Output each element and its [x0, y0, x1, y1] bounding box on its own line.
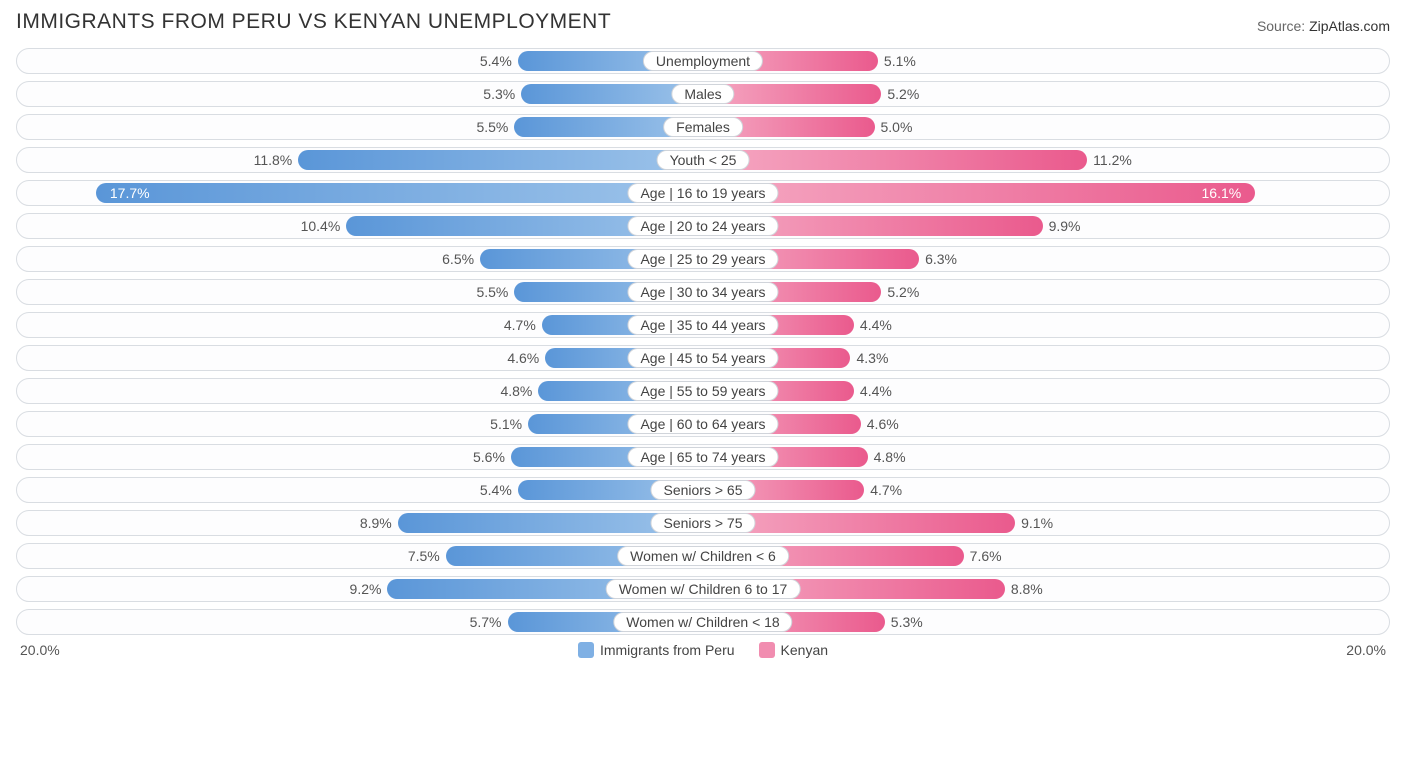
value-right: 4.4% — [860, 317, 892, 333]
category-label: Seniors > 65 — [651, 480, 756, 500]
value-left: 5.6% — [473, 449, 505, 465]
chart-row: 5.6% 4.8% Age | 65 to 74 years — [16, 444, 1390, 470]
value-right: 4.7% — [870, 482, 902, 498]
chart-source: Source: ZipAtlas.com — [1257, 18, 1390, 34]
legend-item-left: Immigrants from Peru — [578, 642, 735, 658]
value-right: 16.1% — [1194, 185, 1250, 201]
category-label: Age | 16 to 19 years — [627, 183, 778, 203]
value-right: 6.3% — [925, 251, 957, 267]
value-right: 9.9% — [1049, 218, 1081, 234]
axis-right-max: 20.0% — [1346, 642, 1386, 658]
legend-label-right: Kenyan — [781, 642, 828, 658]
chart-row: 7.5% 7.6% Women w/ Children < 6 — [16, 543, 1390, 569]
value-right: 5.2% — [887, 284, 919, 300]
value-left: 9.2% — [350, 581, 382, 597]
legend: Immigrants from Peru Kenyan — [578, 642, 828, 658]
chart-row: 9.2% 8.8% Women w/ Children 6 to 17 — [16, 576, 1390, 602]
category-label: Age | 65 to 74 years — [627, 447, 778, 467]
chart-row: 5.3% 5.2% Males — [16, 81, 1390, 107]
value-right: 8.8% — [1011, 581, 1043, 597]
category-label: Women w/ Children < 6 — [617, 546, 789, 566]
value-right: 4.3% — [856, 350, 888, 366]
category-label: Age | 30 to 34 years — [627, 282, 778, 302]
value-right: 4.8% — [874, 449, 906, 465]
value-left: 5.5% — [476, 119, 508, 135]
chart-row: 11.8% 11.2% Youth < 25 — [16, 147, 1390, 173]
value-left: 11.8% — [254, 152, 293, 168]
bar-left — [298, 150, 703, 170]
value-right: 4.4% — [860, 383, 892, 399]
category-label: Females — [663, 117, 743, 137]
chart-row: 5.5% 5.0% Females — [16, 114, 1390, 140]
value-left: 5.7% — [470, 614, 502, 630]
value-left: 5.5% — [476, 284, 508, 300]
chart-row: 5.4% 4.7% Seniors > 65 — [16, 477, 1390, 503]
bar-left: 17.7% — [96, 183, 703, 203]
category-label: Age | 60 to 64 years — [627, 414, 778, 434]
value-right: 5.3% — [891, 614, 923, 630]
value-left: 5.1% — [490, 416, 522, 432]
chart-area: 5.4% 5.1% Unemployment 5.3% 5.2% Males 5.5% 5.0… — [16, 48, 1390, 635]
category-label: Age | 45 to 54 years — [627, 348, 778, 368]
legend-swatch-left — [578, 642, 594, 658]
bar-right: 16.1% — [703, 183, 1255, 203]
category-label: Seniors > 75 — [651, 513, 756, 533]
chart-row: 17.7% 16.1% Age | 16 to 19 years — [16, 180, 1390, 206]
chart-row: 4.8% 4.4% Age | 55 to 59 years — [16, 378, 1390, 404]
axis-left-max: 20.0% — [20, 642, 60, 658]
chart-header: IMMIGRANTS FROM PERU VS KENYAN UNEMPLOYM… — [16, 10, 1390, 34]
category-label: Women w/ Children 6 to 17 — [606, 579, 801, 599]
chart-row: 5.7% 5.3% Women w/ Children < 18 — [16, 609, 1390, 635]
chart-row: 8.9% 9.1% Seniors > 75 — [16, 510, 1390, 536]
chart-row: 4.6% 4.3% Age | 45 to 54 years — [16, 345, 1390, 371]
category-label: Age | 20 to 24 years — [627, 216, 778, 236]
source-name: ZipAtlas.com — [1309, 18, 1390, 34]
value-left: 17.7% — [102, 185, 158, 201]
category-label: Age | 25 to 29 years — [627, 249, 778, 269]
category-label: Unemployment — [643, 51, 763, 71]
chart-row: 6.5% 6.3% Age | 25 to 29 years — [16, 246, 1390, 272]
chart-title: IMMIGRANTS FROM PERU VS KENYAN UNEMPLOYM… — [16, 10, 611, 34]
axis-row: 20.0% Immigrants from Peru Kenyan 20.0% — [16, 642, 1390, 658]
value-left: 6.5% — [442, 251, 474, 267]
legend-item-right: Kenyan — [759, 642, 828, 658]
category-label: Age | 35 to 44 years — [627, 315, 778, 335]
value-left: 4.6% — [507, 350, 539, 366]
chart-row: 5.5% 5.2% Age | 30 to 34 years — [16, 279, 1390, 305]
chart-row: 10.4% 9.9% Age | 20 to 24 years — [16, 213, 1390, 239]
value-left: 4.7% — [504, 317, 536, 333]
value-right: 11.2% — [1093, 152, 1132, 168]
category-label: Women w/ Children < 18 — [613, 612, 792, 632]
value-left: 5.3% — [483, 86, 515, 102]
source-label: Source: — [1257, 18, 1305, 34]
value-left: 5.4% — [480, 482, 512, 498]
category-label: Age | 55 to 59 years — [627, 381, 778, 401]
chart-row: 5.4% 5.1% Unemployment — [16, 48, 1390, 74]
legend-swatch-right — [759, 642, 775, 658]
category-label: Males — [671, 84, 734, 104]
value-right: 4.6% — [867, 416, 899, 432]
value-right: 5.1% — [884, 53, 916, 69]
value-left: 8.9% — [360, 515, 392, 531]
category-label: Youth < 25 — [657, 150, 750, 170]
value-left: 10.4% — [301, 218, 341, 234]
value-right: 5.0% — [881, 119, 913, 135]
legend-label-left: Immigrants from Peru — [600, 642, 735, 658]
value-right: 7.6% — [970, 548, 1002, 564]
value-left: 7.5% — [408, 548, 440, 564]
chart-row: 4.7% 4.4% Age | 35 to 44 years — [16, 312, 1390, 338]
chart-row: 5.1% 4.6% Age | 60 to 64 years — [16, 411, 1390, 437]
bar-right — [703, 150, 1087, 170]
value-left: 4.8% — [500, 383, 532, 399]
value-right: 9.1% — [1021, 515, 1053, 531]
value-left: 5.4% — [480, 53, 512, 69]
value-right: 5.2% — [887, 86, 919, 102]
